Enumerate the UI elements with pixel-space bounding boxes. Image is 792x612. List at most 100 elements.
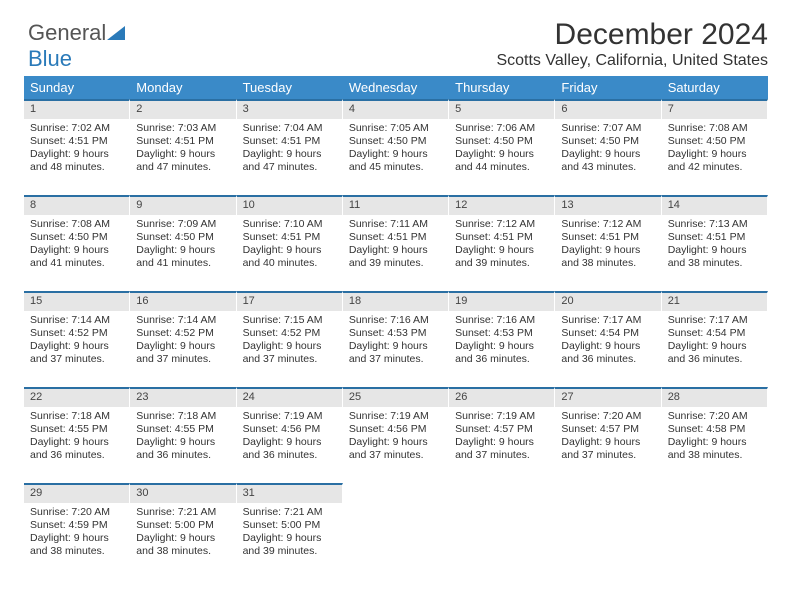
daylight-line1: Daylight: 9 hours (30, 244, 124, 257)
calendar-cell-empty (555, 483, 661, 569)
daylight-line2: and 40 minutes. (243, 257, 337, 270)
day-number: 26 (449, 387, 555, 407)
day-body: Sunrise: 7:06 AMSunset: 4:50 PMDaylight:… (449, 119, 555, 181)
day-body: Sunrise: 7:21 AMSunset: 5:00 PMDaylight:… (130, 503, 236, 565)
calendar-cell: 27Sunrise: 7:20 AMSunset: 4:57 PMDayligh… (555, 387, 661, 473)
day-body: Sunrise: 7:13 AMSunset: 4:51 PMDaylight:… (662, 215, 768, 277)
daylight-line2: and 37 minutes. (561, 449, 655, 462)
brand-part1: General (28, 20, 106, 45)
daylight-line1: Daylight: 9 hours (561, 436, 655, 449)
brand-logo: General Blue (28, 20, 129, 72)
calendar-row: 1Sunrise: 7:02 AMSunset: 4:51 PMDaylight… (24, 99, 768, 185)
daylight-line1: Daylight: 9 hours (136, 340, 230, 353)
sunset-text: Sunset: 4:52 PM (243, 327, 337, 340)
sunrise-text: Sunrise: 7:13 AM (668, 218, 762, 231)
calendar-row: 8Sunrise: 7:08 AMSunset: 4:50 PMDaylight… (24, 195, 768, 281)
calendar-cell: 29Sunrise: 7:20 AMSunset: 4:59 PMDayligh… (24, 483, 130, 569)
col-sun: Sunday (24, 76, 130, 99)
daylight-line2: and 39 minutes. (243, 545, 337, 558)
sunset-text: Sunset: 4:59 PM (30, 519, 124, 532)
day-number: 19 (449, 291, 555, 311)
daylight-line1: Daylight: 9 hours (561, 244, 655, 257)
weekday-header-row: Sunday Monday Tuesday Wednesday Thursday… (24, 76, 768, 99)
calendar-cell: 3Sunrise: 7:04 AMSunset: 4:51 PMDaylight… (237, 99, 343, 185)
sunset-text: Sunset: 4:51 PM (136, 135, 230, 148)
day-body: Sunrise: 7:15 AMSunset: 4:52 PMDaylight:… (237, 311, 343, 373)
sunrise-text: Sunrise: 7:04 AM (243, 122, 337, 135)
sunrise-text: Sunrise: 7:10 AM (243, 218, 337, 231)
day-number: 29 (24, 483, 130, 503)
sunrise-text: Sunrise: 7:08 AM (668, 122, 762, 135)
daylight-line1: Daylight: 9 hours (455, 148, 549, 161)
day-body: Sunrise: 7:21 AMSunset: 5:00 PMDaylight:… (237, 503, 343, 565)
daylight-line2: and 36 minutes. (561, 353, 655, 366)
calendar-cell: 9Sunrise: 7:09 AMSunset: 4:50 PMDaylight… (130, 195, 236, 281)
sunset-text: Sunset: 5:00 PM (136, 519, 230, 532)
calendar-cell: 20Sunrise: 7:17 AMSunset: 4:54 PMDayligh… (555, 291, 661, 377)
daylight-line1: Daylight: 9 hours (455, 436, 549, 449)
daylight-line1: Daylight: 9 hours (136, 148, 230, 161)
sunset-text: Sunset: 4:51 PM (243, 231, 337, 244)
daylight-line2: and 38 minutes. (30, 545, 124, 558)
sunset-text: Sunset: 4:51 PM (455, 231, 549, 244)
daylight-line2: and 36 minutes. (243, 449, 337, 462)
daylight-line1: Daylight: 9 hours (30, 148, 124, 161)
daylight-line2: and 38 minutes. (668, 257, 762, 270)
calendar-cell-empty (343, 483, 449, 569)
sunrise-text: Sunrise: 7:06 AM (455, 122, 549, 135)
sunrise-text: Sunrise: 7:18 AM (136, 410, 230, 423)
sunset-text: Sunset: 4:51 PM (668, 231, 762, 244)
sunset-text: Sunset: 4:50 PM (30, 231, 124, 244)
day-number: 1 (24, 99, 130, 119)
sunset-text: Sunset: 4:50 PM (136, 231, 230, 244)
day-body: Sunrise: 7:09 AMSunset: 4:50 PMDaylight:… (130, 215, 236, 277)
calendar-row: 29 Sunrise: 7:20 AMSunset: 4:59 PM Dayligh… (24, 483, 768, 569)
daylight-line1: Daylight: 9 hours (30, 340, 124, 353)
day-number: 9 (130, 195, 236, 215)
daylight-line2: and 47 minutes. (136, 161, 230, 174)
sunset-text: Sunset: 4:50 PM (561, 135, 655, 148)
sunrise-text: Sunrise: 7:16 AM (455, 314, 549, 327)
day-number: 2 (130, 99, 236, 119)
day-body: Sunrise: 7:14 AMSunset: 4:52 PMDaylight:… (24, 311, 130, 373)
calendar-cell: 6Sunrise: 7:07 AMSunset: 4:50 PMDaylight… (555, 99, 661, 185)
sunset-text: Sunset: 5:00 PM (243, 519, 337, 532)
calendar-cell: 22Sunrise: 7:18 AMSunset: 4:55 PMDayligh… (24, 387, 130, 473)
day-body: Sunrise: 7:03 AMSunset: 4:51 PMDaylight:… (130, 119, 236, 181)
calendar-table: Sunday Monday Tuesday Wednesday Thursday… (24, 76, 768, 569)
day-body: Sunrise: 7:08 AMSunset: 4:50 PMDaylight:… (24, 215, 130, 277)
daylight-line2: and 36 minutes. (30, 449, 124, 462)
daylight-line2: and 36 minutes. (136, 449, 230, 462)
daylight-line2: and 43 minutes. (561, 161, 655, 174)
calendar-row: 22Sunrise: 7:18 AMSunset: 4:55 PMDayligh… (24, 387, 768, 473)
sunset-text: Sunset: 4:57 PM (561, 423, 655, 436)
daylight-line2: and 48 minutes. (30, 161, 124, 174)
sunrise-text: Sunrise: 7:20 AM (30, 506, 124, 519)
daylight-line1: Daylight: 9 hours (243, 340, 337, 353)
sunset-text: Sunset: 4:51 PM (349, 231, 443, 244)
daylight-line1: Daylight: 9 hours (30, 436, 124, 449)
daylight-line2: and 47 minutes. (243, 161, 337, 174)
daylight-line1: Daylight: 9 hours (668, 340, 762, 353)
day-number: 30 (130, 483, 236, 503)
daylight-line2: and 36 minutes. (668, 353, 762, 366)
calendar-cell: 26Sunrise: 7:19 AMSunset: 4:57 PMDayligh… (449, 387, 555, 473)
day-body: Sunrise: 7:14 AMSunset: 4:52 PMDaylight:… (130, 311, 236, 373)
daylight-line1: Daylight: 9 hours (136, 532, 230, 545)
day-body: Sunrise: 7:19 AMSunset: 4:56 PMDaylight:… (237, 407, 343, 469)
calendar-cell: 5Sunrise: 7:06 AMSunset: 4:50 PMDaylight… (449, 99, 555, 185)
sunset-text: Sunset: 4:50 PM (349, 135, 443, 148)
sunset-text: Sunset: 4:56 PM (349, 423, 443, 436)
sunset-text: Sunset: 4:55 PM (136, 423, 230, 436)
day-number: 7 (662, 99, 768, 119)
day-number: 20 (555, 291, 661, 311)
sunset-text: Sunset: 4:53 PM (349, 327, 443, 340)
day-number: 23 (130, 387, 236, 407)
day-body: Sunrise: 7:18 AMSunset: 4:55 PMDaylight:… (24, 407, 130, 469)
daylight-line1: Daylight: 9 hours (136, 244, 230, 257)
daylight-line2: and 39 minutes. (349, 257, 443, 270)
daylight-line1: Daylight: 9 hours (349, 244, 443, 257)
day-body: Sunrise: 7:18 AMSunset: 4:55 PMDaylight:… (130, 407, 236, 469)
calendar-cell: 15Sunrise: 7:14 AMSunset: 4:52 PMDayligh… (24, 291, 130, 377)
sail-icon (107, 26, 129, 42)
